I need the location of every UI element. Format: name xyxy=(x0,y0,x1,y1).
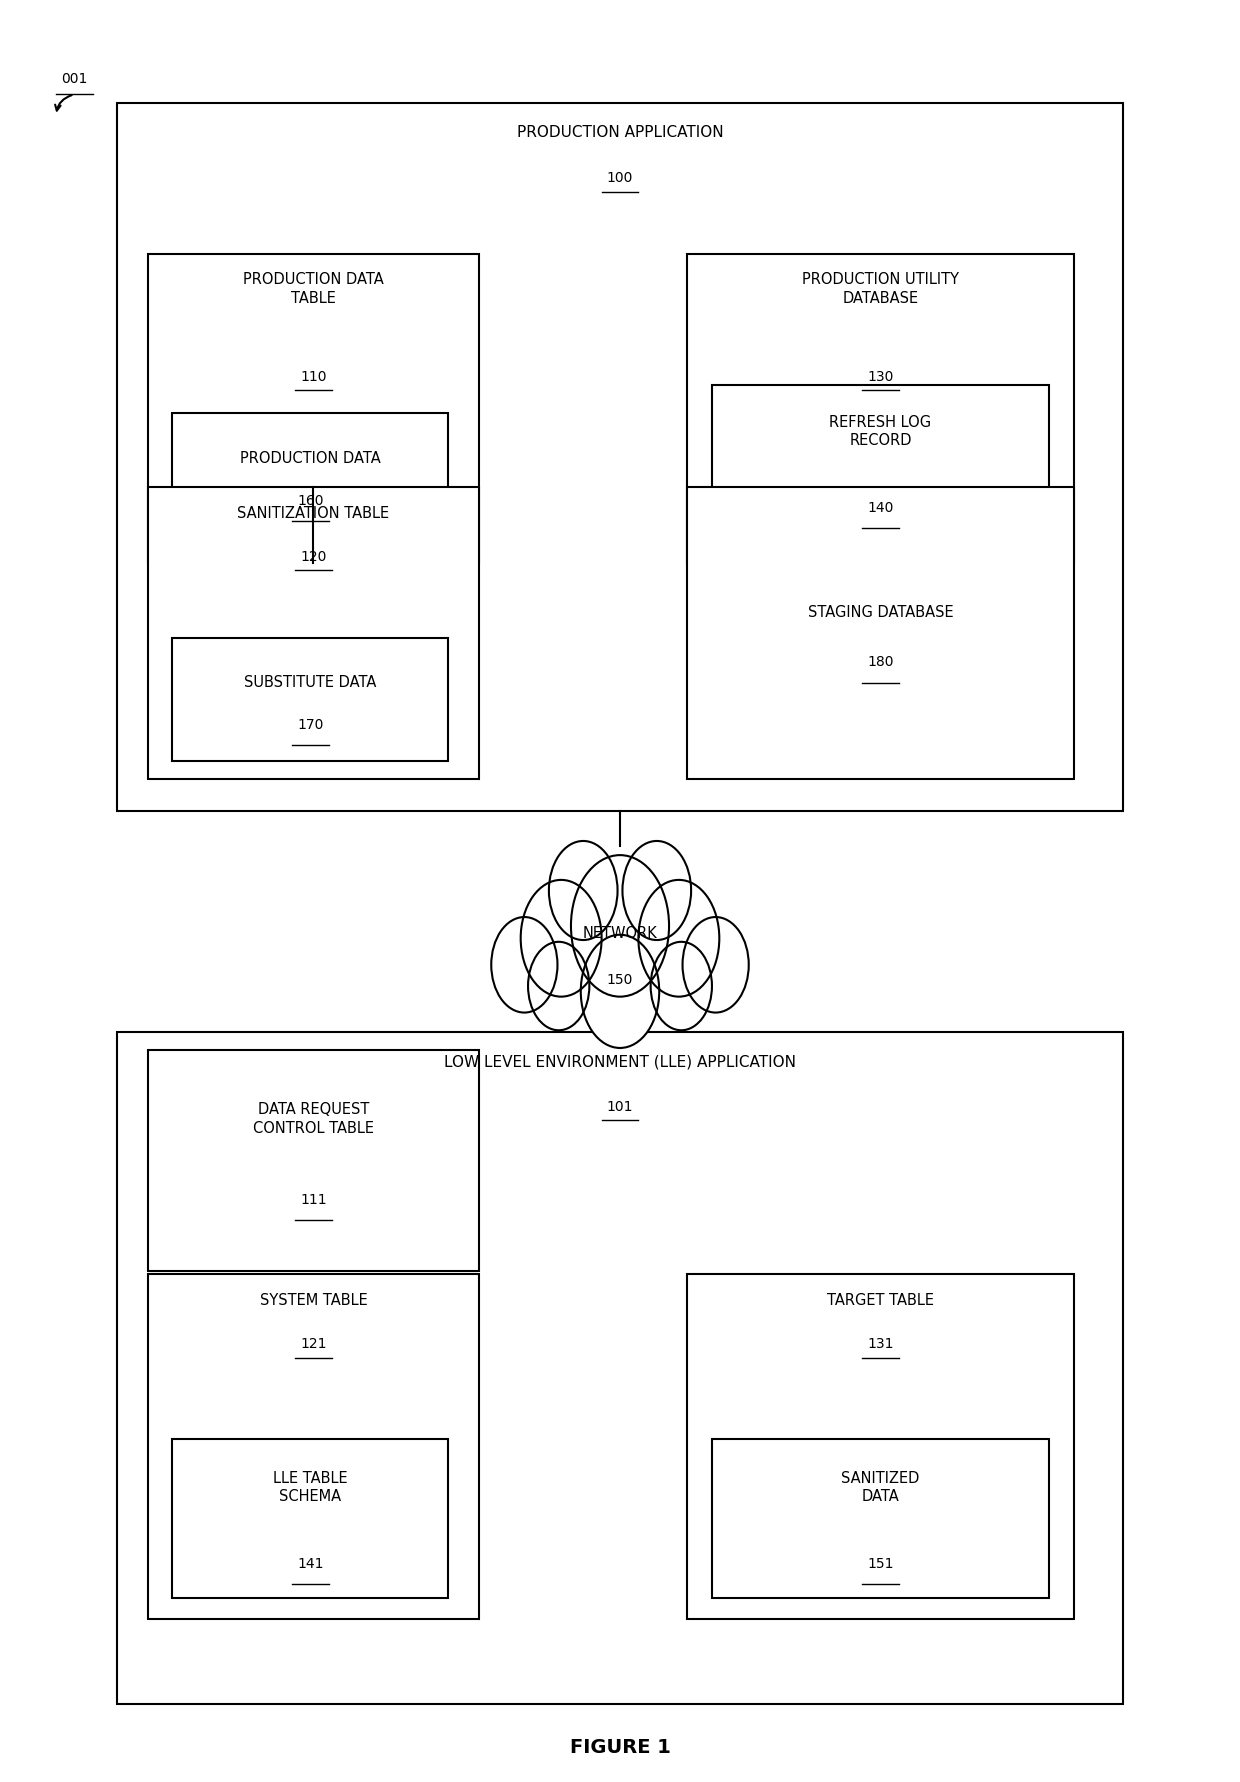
Text: 180: 180 xyxy=(867,656,894,668)
Text: 131: 131 xyxy=(867,1336,894,1351)
Text: 150: 150 xyxy=(606,973,634,987)
FancyBboxPatch shape xyxy=(687,1274,1074,1620)
Text: PRODUCTION UTILITY
DATABASE: PRODUCTION UTILITY DATABASE xyxy=(802,273,959,307)
Text: 101: 101 xyxy=(606,1099,634,1114)
FancyBboxPatch shape xyxy=(148,1050,479,1271)
FancyBboxPatch shape xyxy=(148,488,479,779)
Text: 170: 170 xyxy=(298,718,324,732)
Text: DATA REQUEST
CONTROL TABLE: DATA REQUEST CONTROL TABLE xyxy=(253,1101,374,1135)
FancyBboxPatch shape xyxy=(148,255,479,563)
Circle shape xyxy=(491,918,558,1012)
Text: 120: 120 xyxy=(300,551,326,563)
FancyBboxPatch shape xyxy=(712,1440,1049,1598)
Circle shape xyxy=(682,918,749,1012)
Text: LOW LEVEL ENVIRONMENT (LLE) APPLICATION: LOW LEVEL ENVIRONMENT (LLE) APPLICATION xyxy=(444,1053,796,1069)
FancyBboxPatch shape xyxy=(172,413,449,538)
Text: TARGET TABLE: TARGET TABLE xyxy=(827,1292,934,1308)
Circle shape xyxy=(651,943,712,1030)
Circle shape xyxy=(528,943,589,1030)
FancyBboxPatch shape xyxy=(687,488,1074,779)
Text: PRODUCTION APPLICATION: PRODUCTION APPLICATION xyxy=(517,125,723,141)
Circle shape xyxy=(622,841,691,941)
FancyBboxPatch shape xyxy=(712,385,1049,542)
Text: LLE TABLE
SCHEMA: LLE TABLE SCHEMA xyxy=(273,1470,347,1504)
Text: NETWORK: NETWORK xyxy=(583,927,657,941)
Text: REFRESH LOG
RECORD: REFRESH LOG RECORD xyxy=(830,415,931,447)
FancyBboxPatch shape xyxy=(118,103,1122,811)
Text: SANITIZATION TABLE: SANITIZATION TABLE xyxy=(237,506,389,520)
FancyBboxPatch shape xyxy=(172,1440,449,1598)
Text: SANITIZED
DATA: SANITIZED DATA xyxy=(842,1470,920,1504)
Text: STAGING DATABASE: STAGING DATABASE xyxy=(807,606,954,620)
Circle shape xyxy=(580,936,660,1048)
Text: 130: 130 xyxy=(867,369,894,383)
Text: 001: 001 xyxy=(61,73,88,86)
FancyBboxPatch shape xyxy=(687,255,1074,563)
FancyBboxPatch shape xyxy=(172,638,449,763)
Text: 111: 111 xyxy=(300,1192,327,1206)
FancyBboxPatch shape xyxy=(118,1032,1122,1704)
Circle shape xyxy=(639,880,719,998)
Circle shape xyxy=(570,855,670,998)
Text: 160: 160 xyxy=(298,494,324,508)
FancyBboxPatch shape xyxy=(148,1274,479,1620)
Circle shape xyxy=(549,841,618,941)
Text: 100: 100 xyxy=(606,171,634,185)
Text: SYSTEM TABLE: SYSTEM TABLE xyxy=(259,1292,367,1308)
Text: 141: 141 xyxy=(298,1556,324,1570)
Text: PRODUCTION DATA
TABLE: PRODUCTION DATA TABLE xyxy=(243,273,384,307)
Text: 151: 151 xyxy=(867,1556,894,1570)
Text: SUBSTITUTE DATA: SUBSTITUTE DATA xyxy=(244,675,377,690)
Text: FIGURE 1: FIGURE 1 xyxy=(569,1737,671,1757)
Circle shape xyxy=(521,880,601,998)
Text: 140: 140 xyxy=(867,501,894,515)
Text: 110: 110 xyxy=(300,369,326,383)
Text: 121: 121 xyxy=(300,1336,326,1351)
Text: PRODUCTION DATA: PRODUCTION DATA xyxy=(241,451,381,465)
